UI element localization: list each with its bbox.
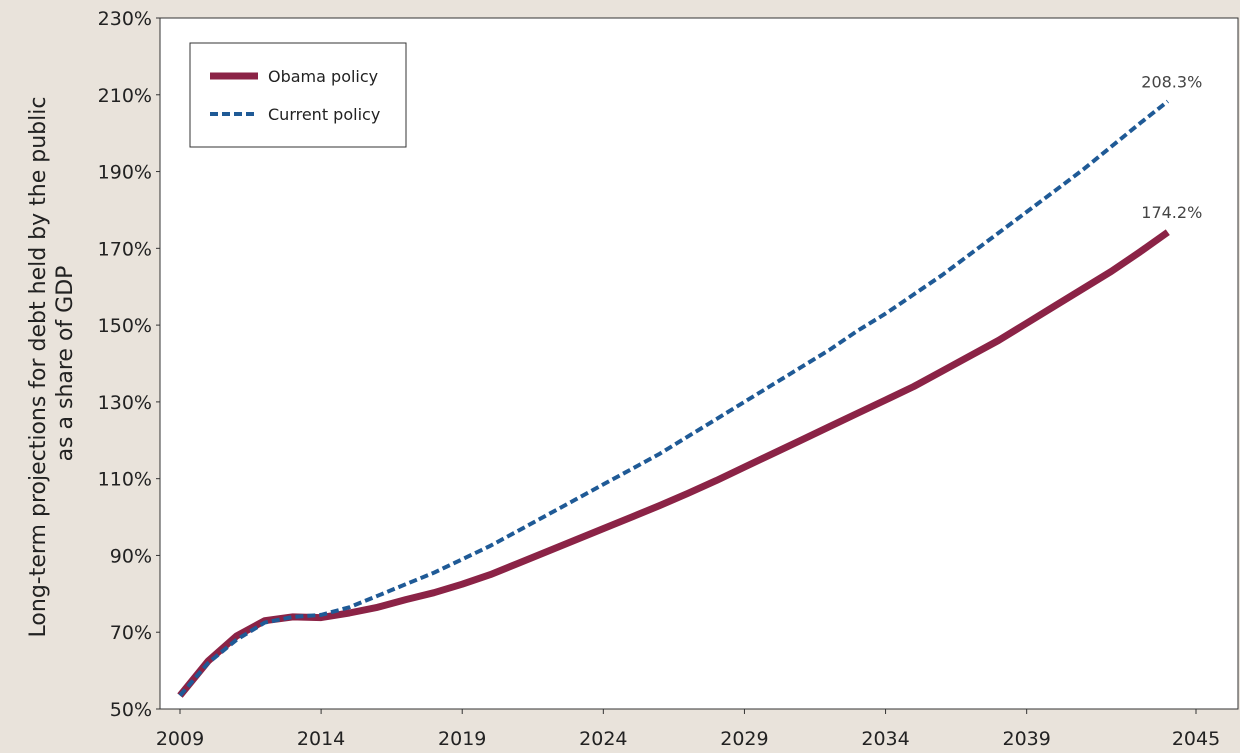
series-line-obama-policy (177, 229, 1170, 698)
y-tick-label: 70% (110, 622, 152, 644)
legend-label-current-policy: Current policy (268, 105, 380, 124)
x-tick-label: 2014 (297, 728, 345, 750)
y-tick-label: 170% (98, 238, 152, 260)
end-value-label: 174.2% (1141, 203, 1202, 222)
y-tick-label: 50% (110, 699, 152, 721)
series-line-current-policy (178, 99, 1170, 697)
y-tick-label: 230% (98, 8, 152, 30)
x-axis-ticks: 2009 2014 2019 2024 2029 2034 2039 2045 (156, 709, 1220, 750)
x-tick-label: 2024 (579, 728, 627, 750)
x-tick-label: 2039 (1002, 728, 1050, 750)
y-tick-label: 110% (98, 469, 152, 491)
x-tick-label: 2009 (156, 728, 204, 750)
y-axis-title-line2: as a share of GDP (53, 266, 78, 462)
x-tick-label: 2019 (438, 728, 486, 750)
x-tick-label: 2045 (1172, 728, 1220, 750)
y-tick-label: 210% (98, 85, 152, 107)
end-value-label: 208.3% (1141, 72, 1202, 91)
y-tick-label: 190% (98, 162, 152, 184)
x-tick-label: 2029 (720, 728, 768, 750)
legend-box (189, 42, 407, 148)
x-tick-label: 2034 (861, 728, 909, 750)
legend-label-obama-policy: Obama policy (268, 67, 378, 86)
y-tick-label: 130% (98, 392, 152, 414)
y-tick-label: 90% (110, 545, 152, 567)
legend: Obama policy Current policy (189, 42, 407, 148)
y-tick-label: 150% (98, 315, 152, 337)
end-labels: 174.2% 208.3% (1141, 72, 1202, 222)
series-lines (177, 99, 1170, 698)
y-axis-title-line1: Long-term projections for debt held by t… (26, 97, 51, 638)
y-axis-title: Long-term projections for debt held by t… (26, 90, 78, 638)
y-axis-ticks: 50% 70% 90% 110% 130% 150% 170% 190% 210% 230% (98, 8, 160, 721)
